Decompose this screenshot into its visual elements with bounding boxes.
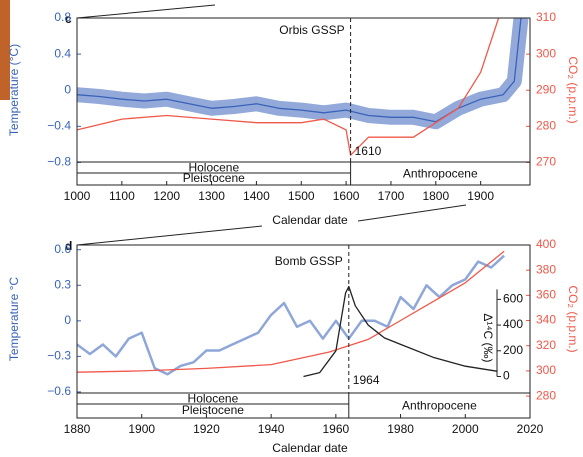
y3-tick-label: 400 (503, 317, 523, 331)
y2-axis-label: CO₂ (p.p.m.) (566, 56, 580, 123)
plot-frame (76, 244, 531, 419)
x-tick-label: 1300 (198, 189, 225, 203)
plot-frame (76, 17, 531, 186)
x-tick-label: 1400 (243, 189, 270, 203)
y2-tick-label: 360 (536, 288, 556, 302)
edge-tab (0, 0, 10, 100)
series-line (303, 285, 498, 378)
y-tick-label: −0.4 (47, 118, 71, 132)
x-tick-label: 1960 (323, 422, 350, 436)
x-tick-label: 1980 (387, 422, 414, 436)
y-tick-label: 0 (64, 313, 71, 327)
zoom-line (76, 225, 263, 246)
y2-tick-label: 290 (536, 82, 556, 96)
epoch-label: Pleistocene (183, 171, 245, 185)
y-tick-label: 0.3 (54, 277, 71, 291)
y2-tick-label: 340 (536, 313, 556, 327)
x-tick-label: 1920 (193, 422, 220, 436)
x-tick-label: 2020 (517, 422, 544, 436)
y3-tick-label: 0 (503, 369, 510, 383)
y2-tick-label: 310 (536, 10, 556, 24)
y-tick-label: 0.4 (54, 46, 71, 60)
x-tick-label: 1000 (64, 189, 91, 203)
epoch-label: Holocene (188, 161, 239, 175)
epoch-label: Anthropocene (402, 399, 477, 413)
y2-tick-label: 270 (536, 155, 556, 169)
gssp-label: Orbis GSSP (279, 23, 344, 37)
x-tick-label: 2000 (452, 422, 479, 436)
zoom-line (76, 4, 216, 19)
gssp-year: 1964 (353, 373, 380, 387)
x-tick-label: 1800 (422, 189, 449, 203)
x-tick-label: 1940 (258, 422, 285, 436)
epoch-label: Pleistocene (182, 403, 244, 417)
series-line (77, 18, 500, 156)
y-axis-label: Temperature (°C) (7, 44, 21, 136)
panel-label: d (65, 239, 72, 253)
y2-tick-label: 380 (536, 262, 556, 276)
y2-tick-label: 280 (536, 388, 556, 402)
y3-axis-label: Δ¹⁴C (‰) (481, 313, 495, 362)
y-tick-label: 0.8 (54, 10, 71, 24)
gssp-year: 1610 (355, 144, 382, 158)
x-axis-label: Calendar date (272, 441, 348, 455)
x-axis-label: Calendar date (272, 213, 348, 227)
x-tick-label: 1200 (153, 189, 180, 203)
epoch-label: Anthropocene (403, 167, 478, 181)
x-tick-label: 1500 (288, 189, 315, 203)
y-tick-label: 0 (64, 82, 71, 96)
panel-label: c (65, 12, 72, 26)
series-line (77, 18, 522, 123)
epoch-label: Holocene (188, 392, 239, 406)
x-tick-label: 1900 (128, 422, 155, 436)
y2-tick-label: 300 (536, 46, 556, 60)
series-line (77, 254, 505, 376)
zoom-line (357, 204, 467, 222)
y-tick-label: −0.6 (47, 384, 71, 398)
y3-tick-label: 600 (503, 292, 523, 306)
y3-tick-label: 200 (503, 343, 523, 357)
series-line (77, 250, 505, 373)
y2-tick-label: 400 (536, 237, 556, 251)
y-tick-label: −0.3 (47, 349, 71, 363)
y2-tick-label: 320 (536, 338, 556, 352)
x-tick-label: 1880 (64, 422, 91, 436)
y2-tick-label: 300 (536, 363, 556, 377)
x-tick-label: 1900 (467, 189, 494, 203)
x-tick-label: 1600 (333, 189, 360, 203)
y-tick-label: −0.8 (47, 155, 71, 169)
y2-axis-label: CO₂ (p.p.m.) (566, 285, 580, 352)
x-tick-label: 1700 (378, 189, 405, 203)
gssp-label: Bomb GSSP (275, 254, 343, 268)
y2-tick-label: 280 (536, 118, 556, 132)
y-tick-label: 0.6 (54, 242, 71, 256)
x-tick-label: 1100 (109, 189, 135, 203)
y-axis-label: Temperature °C (7, 277, 21, 361)
